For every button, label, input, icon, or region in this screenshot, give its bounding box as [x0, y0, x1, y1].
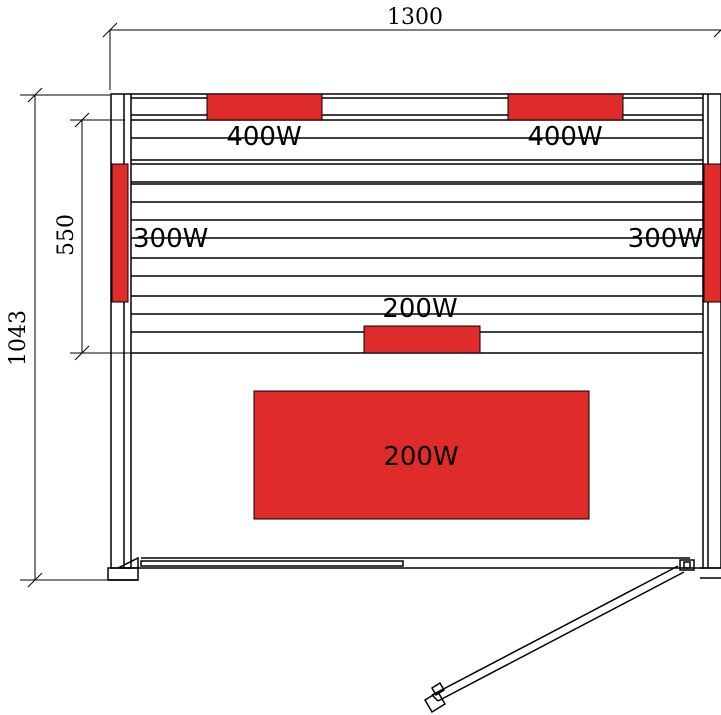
bench-depth-label: 550	[54, 214, 79, 256]
heater-floor-label: 200W	[383, 442, 458, 472]
glass-front	[140, 557, 690, 567]
width-dimension	[102, 22, 721, 90]
door-handle	[423, 681, 447, 714]
heater-back-left	[206, 93, 323, 121]
bench-depth-dimension	[70, 112, 132, 361]
heater-side-right	[703, 163, 721, 303]
depth-dimension	[20, 87, 110, 588]
door-panel	[431, 565, 685, 702]
heater-side-left	[111, 163, 129, 303]
door-hinge	[679, 559, 695, 571]
heater-side-right-label: 300W	[628, 224, 703, 254]
heater-back-right	[507, 93, 624, 121]
heater-bench-front-label: 200W	[382, 294, 457, 324]
heater-back-right-label: 400W	[527, 122, 602, 152]
heater-floor	[253, 390, 590, 520]
width-label: 1300	[387, 5, 443, 30]
heater-bench-front	[363, 325, 481, 354]
heater-back-left-label: 400W	[226, 122, 301, 152]
heater-side-left-label: 300W	[133, 224, 208, 254]
depth-label: 1043	[6, 310, 31, 366]
